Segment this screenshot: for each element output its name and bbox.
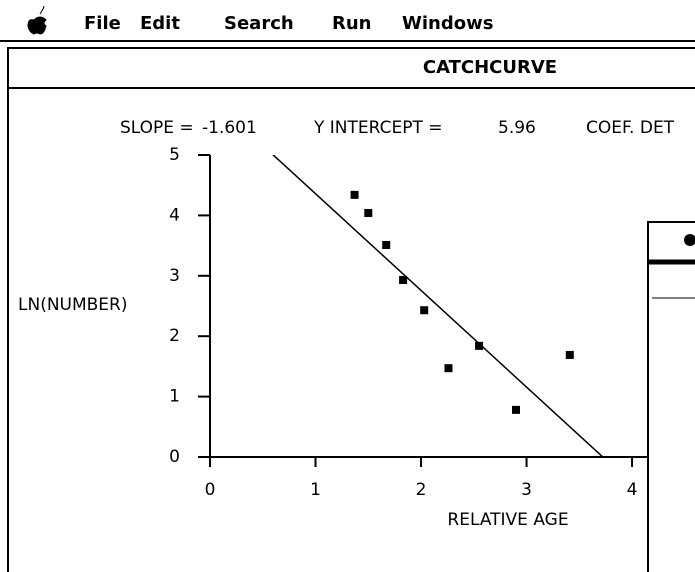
back-window (647, 221, 695, 572)
back-window-icon (684, 234, 695, 246)
menu-edit[interactable]: Edit (140, 13, 180, 34)
data-point (364, 208, 373, 217)
apple-menu[interactable] (27, 5, 47, 35)
coef-label: COEF. DET (586, 118, 675, 138)
y-tick-label: 3 (169, 266, 180, 286)
data-point (475, 341, 484, 350)
y-tick-label: 2 (169, 326, 180, 346)
menu-search[interactable]: Search (224, 13, 294, 34)
y-tick-label: 0 (169, 447, 180, 467)
slope-label: SLOPE = (120, 118, 194, 138)
y-axis-label: LN(NUMBER) (18, 295, 128, 315)
menu-file[interactable]: File (84, 13, 121, 34)
data-point (565, 350, 574, 359)
x-tick-label: 4 (627, 480, 638, 500)
x-axis-label: RELATIVE AGE (447, 510, 568, 530)
y-tick-label: 1 (169, 387, 180, 407)
x-tick-label: 2 (416, 480, 427, 500)
regression-line (272, 155, 604, 457)
x-tick-label: 0 (205, 480, 216, 500)
intercept-label: Y INTERCEPT = (313, 118, 443, 138)
intercept-value: 5.96 (498, 118, 536, 138)
data-point (350, 190, 359, 199)
slope-value: -1.601 (202, 118, 257, 138)
window-title: CATCHCURVE (423, 57, 557, 78)
window-frame (7, 47, 695, 572)
data-point (382, 240, 391, 249)
y-tick-label: 4 (169, 205, 180, 225)
data-point (399, 276, 408, 285)
data-point (420, 306, 429, 315)
data-point (511, 405, 520, 414)
y-tick-label: 5 (169, 145, 180, 165)
plot: SLOPE = -1.601 Y INTERCEPT = 5.96 COEF. DET L… (18, 118, 675, 530)
data-point (444, 364, 453, 373)
menu-run[interactable]: Run (332, 13, 372, 34)
x-tick-label: 3 (521, 480, 532, 500)
x-tick-label: 1 (310, 480, 321, 500)
menu-windows[interactable]: Windows (402, 13, 493, 34)
